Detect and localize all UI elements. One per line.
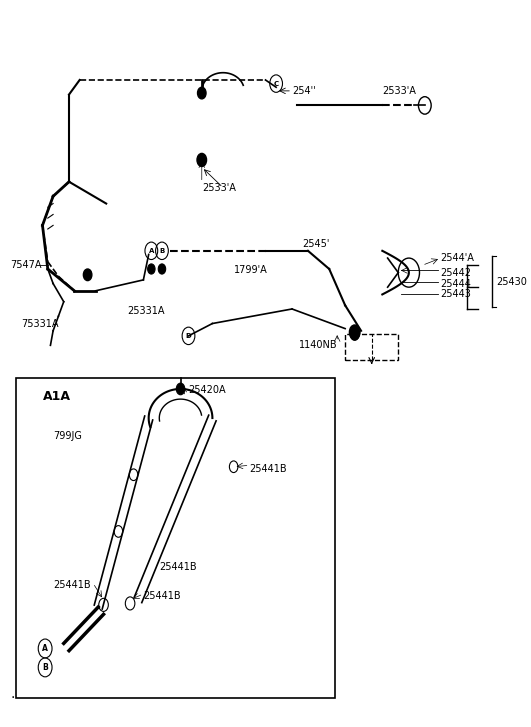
Circle shape xyxy=(349,325,360,340)
Text: 25444: 25444 xyxy=(441,278,472,289)
Text: 25442: 25442 xyxy=(441,268,472,278)
Text: 25430: 25430 xyxy=(496,277,527,287)
Text: A1A: A1A xyxy=(42,390,71,403)
Circle shape xyxy=(198,87,206,99)
Text: 25441B: 25441B xyxy=(159,562,197,572)
Text: 799JG: 799JG xyxy=(53,431,82,441)
Text: 2533'A: 2533'A xyxy=(202,182,236,193)
Text: D: D xyxy=(186,333,191,339)
Text: 1140NB: 1140NB xyxy=(299,340,338,350)
Circle shape xyxy=(176,383,185,395)
Text: 75331A: 75331A xyxy=(21,318,59,329)
Text: .: . xyxy=(11,687,15,702)
Text: 2545': 2545' xyxy=(303,238,330,249)
Text: 25420A: 25420A xyxy=(189,385,226,395)
Text: B: B xyxy=(159,248,165,254)
Text: C: C xyxy=(273,81,279,87)
Text: 25441B: 25441B xyxy=(53,580,91,590)
Bar xyxy=(345,334,398,360)
Text: A: A xyxy=(42,644,48,653)
Text: 1799'A: 1799'A xyxy=(234,265,268,276)
Text: 2544'A: 2544'A xyxy=(441,253,475,263)
Circle shape xyxy=(158,264,166,274)
Bar xyxy=(16,378,335,698)
Text: 25443: 25443 xyxy=(441,289,472,300)
Text: 2533'A: 2533'A xyxy=(382,86,416,96)
Text: 25331A: 25331A xyxy=(127,306,165,316)
Text: A: A xyxy=(149,248,154,254)
Text: 25441B: 25441B xyxy=(143,591,181,601)
Circle shape xyxy=(197,153,207,166)
Circle shape xyxy=(148,264,155,274)
Text: 254'': 254'' xyxy=(292,86,315,96)
Text: 7547A: 7547A xyxy=(11,260,42,270)
Text: 25441B: 25441B xyxy=(250,464,287,474)
Circle shape xyxy=(83,269,92,281)
Text: B: B xyxy=(42,663,48,672)
